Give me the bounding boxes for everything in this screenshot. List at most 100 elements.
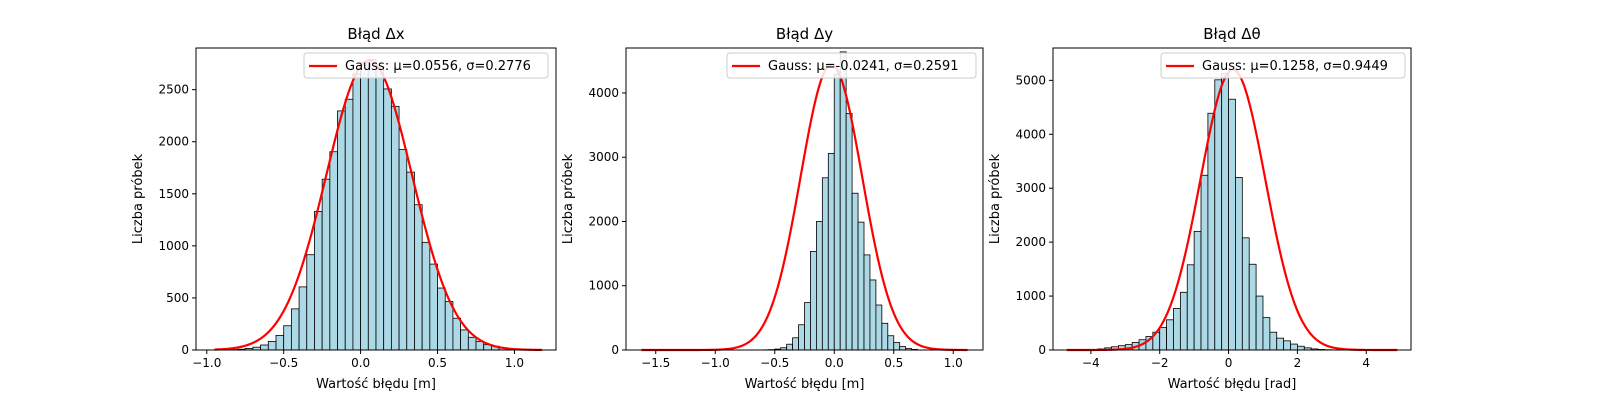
- y-tick-label: 0: [611, 343, 619, 357]
- histogram-bar: [875, 304, 883, 351]
- histogram-bar: [306, 254, 315, 351]
- histogram-bar: [881, 322, 889, 351]
- histogram-bar: [344, 98, 354, 351]
- legend: Gauss: μ=-0.0241, σ=0.2591: [726, 52, 977, 79]
- x-axis-label: Wartość błędu [rad]: [1168, 377, 1297, 392]
- histogram-bar: [863, 254, 871, 351]
- histogram-bar: [1186, 264, 1195, 351]
- histogram-bar: [1221, 72, 1229, 351]
- legend-entry: Gauss: μ=-0.0241, σ=0.2591: [768, 59, 959, 74]
- histogram-bar: [383, 88, 392, 351]
- y-tick-label: 4000: [1015, 127, 1046, 141]
- histogram-bar: [851, 192, 859, 351]
- legend: Gauss: μ=0.1258, σ=0.9449: [1160, 52, 1406, 79]
- histogram-bar: [869, 279, 877, 351]
- subplot-title: Błąd Δx: [347, 25, 404, 43]
- legend-box: [726, 52, 977, 79]
- x-tick-label: 0.5: [884, 356, 903, 370]
- axes-frame: [195, 47, 557, 351]
- y-tick-label: 1500: [158, 187, 189, 201]
- histogram-bar: [290, 308, 300, 351]
- x-tick-label: −1.0: [192, 356, 221, 370]
- axes-frame: [1052, 47, 1412, 351]
- histogram-bar: [1228, 98, 1236, 351]
- histogram-bar: [1290, 343, 1298, 351]
- subplot-1: −1.0 −0.5 0.0 0.5 1.0 0 500 1000 1500 2000 2500 Błą…: [131, 25, 557, 392]
- x-tick-label: −1.5: [641, 356, 670, 370]
- histogram-bar: [1193, 230, 1202, 351]
- histogram-bar: [1214, 79, 1223, 351]
- histogram-bar: [1283, 340, 1291, 351]
- y-tick-label: 4000: [588, 86, 619, 100]
- histogram-bar: [444, 301, 454, 351]
- subplot-2: −1.5 −1.0 −0.5 0.0 0.5 1.0 0 1000 2000 3000 4000 Bł…: [561, 25, 984, 392]
- histogram-bar: [429, 263, 438, 351]
- legend: Gauss: μ=0.0556, σ=0.2776: [303, 52, 549, 79]
- histogram-bar: [1241, 237, 1250, 351]
- histogram-bar: [267, 341, 277, 351]
- histogram-bar: [283, 325, 292, 351]
- histogram-bar: [421, 241, 431, 351]
- y-tick-label: 500: [166, 291, 189, 305]
- histogram-bar: [798, 324, 805, 351]
- histogram-bar: [1255, 295, 1264, 351]
- histogram-bar: [1207, 112, 1216, 351]
- y-tick-label: 1000: [588, 279, 619, 293]
- histogram-bar: [1235, 177, 1243, 351]
- histogram-bar: [367, 58, 377, 351]
- y-tick-label: 5000: [1015, 73, 1046, 87]
- histogram-bar: [298, 286, 308, 351]
- x-tick-label: 0: [1225, 356, 1233, 370]
- histogram-bar: [792, 337, 799, 351]
- histogram-bar: [804, 302, 811, 351]
- histogram-bar: [786, 343, 794, 351]
- x-tick-label: 0.0: [351, 356, 370, 370]
- x-tick-label: 1.0: [505, 356, 524, 370]
- histogram-bar: [390, 105, 400, 351]
- y-axis-label: Liczba próbek: [988, 153, 1003, 244]
- histogram-bar: [893, 342, 901, 351]
- axes-frame: [625, 47, 984, 351]
- histogram-bar: [1248, 263, 1257, 351]
- histogram-bar: [414, 204, 423, 351]
- y-tick-label: 0: [1038, 343, 1046, 357]
- legend-box: [303, 52, 549, 79]
- histogram-bar: [1173, 308, 1181, 351]
- x-tick-label: 2: [1294, 356, 1302, 370]
- histogram-bar: [460, 329, 469, 351]
- y-tick-label: 3000: [588, 150, 619, 164]
- histogram-bar: [260, 344, 269, 351]
- legend-box: [1160, 52, 1406, 79]
- x-tick-label: −0.5: [269, 356, 298, 370]
- histogram-bar: [833, 73, 841, 351]
- histogram-bar: [857, 221, 865, 351]
- x-axis-label: Wartość błędu [m]: [745, 377, 865, 392]
- histogram-bar: [1269, 331, 1278, 351]
- histogram-bar: [821, 177, 829, 351]
- x-axis-label: Wartość błędu [m]: [316, 377, 436, 392]
- histogram-bar: [1179, 291, 1188, 351]
- subplot-3: −4 −2 0 2 4 0 1000 2000 3000 4000 5000 Błąd Δθ Warto…: [988, 25, 1412, 392]
- histogram-bar: [467, 336, 477, 351]
- x-tick-label: 0.0: [825, 356, 844, 370]
- y-tick-label: 1000: [158, 239, 189, 253]
- histogram-bar: [816, 221, 823, 351]
- histogram-bar: [845, 113, 853, 351]
- histogram-bar: [1166, 319, 1174, 351]
- histogram-bar: [1200, 174, 1209, 351]
- histogram-bar: [1262, 317, 1271, 351]
- histogram-bar: [887, 335, 895, 351]
- y-tick-label: 0: [181, 343, 189, 357]
- histogram-bar: [337, 110, 346, 351]
- histogram-bar: [827, 152, 835, 351]
- histogram-bar: [1297, 345, 1305, 351]
- y-tick-label: 2000: [588, 214, 619, 228]
- x-tick-label: −4: [1082, 356, 1100, 370]
- histogram-bar: [899, 346, 907, 351]
- y-tick-label: 2000: [158, 135, 189, 149]
- histogram-bar: [321, 178, 331, 351]
- y-tick-label: 2500: [158, 83, 189, 97]
- histogram-bar: [275, 335, 285, 351]
- histogram-bar: [452, 317, 462, 351]
- histogram-bar: [1159, 326, 1167, 351]
